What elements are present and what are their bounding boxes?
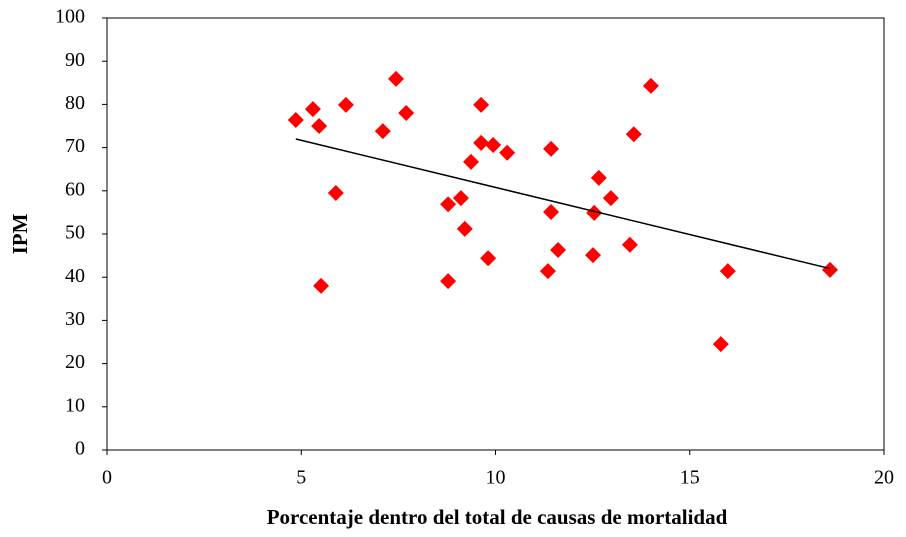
trendline	[295, 138, 831, 270]
point	[304, 101, 321, 118]
plot-frame	[106, 17, 885, 451]
x-tick-label: 0	[102, 467, 112, 489]
point	[287, 111, 304, 128]
point	[398, 105, 415, 122]
point	[452, 190, 469, 207]
point	[473, 134, 490, 151]
point	[473, 96, 490, 113]
point	[440, 196, 457, 213]
point	[499, 144, 516, 161]
point	[388, 70, 405, 87]
point	[480, 250, 497, 267]
y-tick-label: 90	[65, 49, 85, 71]
y-tick-label: 20	[65, 351, 85, 373]
y-axis-label: IPM	[8, 213, 32, 254]
y-tick-label: 100	[55, 6, 85, 28]
point	[313, 277, 330, 294]
point	[602, 190, 619, 207]
point	[539, 263, 556, 280]
point	[543, 140, 560, 157]
y-tick-label: 70	[65, 135, 85, 157]
point	[485, 137, 502, 154]
point	[311, 118, 328, 134]
point	[586, 204, 603, 221]
x-tick-label: 10	[486, 467, 506, 489]
point	[440, 273, 457, 290]
point	[327, 184, 344, 201]
point	[642, 77, 659, 94]
point	[374, 123, 391, 140]
y-tick-label: 0	[75, 438, 85, 460]
point	[625, 126, 642, 143]
point	[337, 96, 354, 113]
x-tick-label: 20	[874, 467, 894, 489]
point	[550, 241, 567, 258]
point	[621, 236, 638, 253]
point	[712, 336, 729, 353]
point	[585, 247, 602, 264]
point	[590, 169, 607, 186]
x-tick-label: 5	[296, 467, 306, 489]
x-tick-label: 15	[680, 467, 700, 489]
y-tick-label: 40	[65, 265, 85, 287]
y-tick-label: 50	[65, 222, 85, 244]
point	[719, 263, 736, 280]
x-axis-label: Porcentaje dentro del total de causas de…	[267, 505, 728, 529]
y-tick-label: 30	[65, 308, 85, 330]
point	[463, 153, 480, 170]
y-tick-label: 80	[65, 92, 85, 114]
point	[456, 220, 473, 237]
point	[821, 261, 838, 278]
y-tick-label: 10	[65, 394, 85, 416]
point	[543, 203, 560, 220]
y-tick-label: 60	[65, 178, 85, 200]
